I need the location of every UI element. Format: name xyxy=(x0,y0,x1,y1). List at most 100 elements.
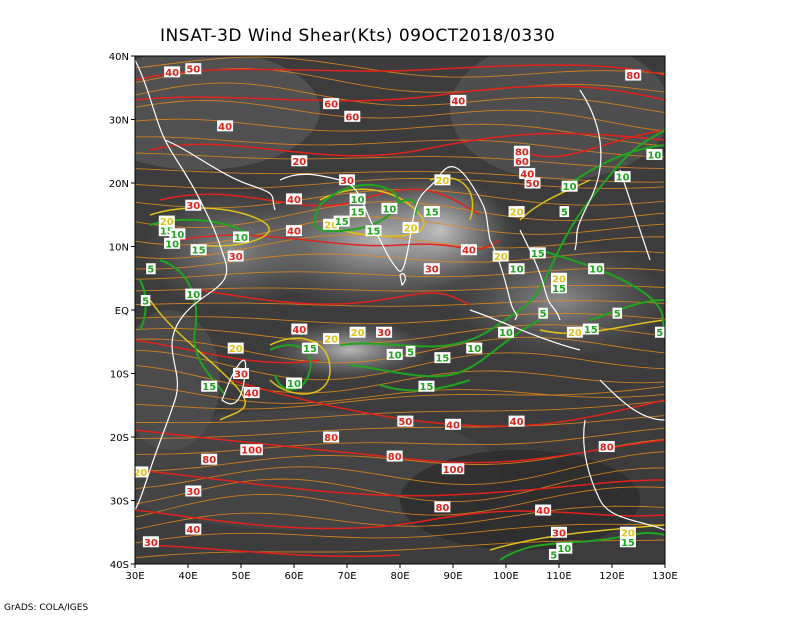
streamline xyxy=(135,384,665,404)
contour-label-box xyxy=(418,380,435,392)
contour-label: 10 xyxy=(588,263,605,276)
contour-label-box xyxy=(492,250,509,262)
contour-label-box xyxy=(286,377,302,389)
contour-label: 40 xyxy=(519,167,536,180)
contour-label-text: 60 xyxy=(345,112,359,123)
contour-label-box xyxy=(625,69,642,81)
contour-label: 50 xyxy=(524,177,541,190)
lon-tick-label: 120E xyxy=(599,571,624,582)
contour-label-text: 80 xyxy=(324,433,338,444)
contour-label-text: 20 xyxy=(621,528,635,539)
contour-label-text: 40 xyxy=(451,96,465,107)
contour-label: 30 xyxy=(227,250,244,263)
contour-label-box xyxy=(551,282,567,294)
contour-label-box xyxy=(146,263,156,275)
contour-label: 80 xyxy=(513,145,530,158)
streamline xyxy=(135,400,665,424)
lat-tick-label: EQ xyxy=(115,306,129,317)
contour-label-text: 10 xyxy=(563,182,577,193)
contour-label: 15 xyxy=(201,380,218,393)
contour-label-text: 20 xyxy=(292,157,306,168)
streamline xyxy=(135,385,665,410)
contour-label-text: 50 xyxy=(186,65,200,76)
contour-label: 15 xyxy=(551,282,567,295)
contour-label-text: 40 xyxy=(287,195,301,206)
contour-label-box xyxy=(381,202,398,214)
contour-label-box xyxy=(227,342,244,354)
streamline xyxy=(135,505,665,530)
contour-label-box xyxy=(423,263,440,275)
contour-label-text: 5 xyxy=(142,296,149,307)
contour-label: 30 xyxy=(339,174,355,187)
contour-label: 10 xyxy=(561,180,578,193)
contour-label: 80 xyxy=(598,441,615,454)
contour-label: 5 xyxy=(612,307,623,320)
contour-label-text: 40 xyxy=(218,122,232,133)
contour-label-text: 15 xyxy=(621,538,635,549)
contour-label-text: 30 xyxy=(229,252,243,263)
contour-label-text: 10 xyxy=(382,204,396,215)
lat-tick-label: 40N xyxy=(109,52,129,63)
contour-label: 20 xyxy=(619,526,636,539)
longitude-axis: 30E 40E 50E 60E 70E 80E 90E 100E 110E 120E 130E xyxy=(125,564,678,582)
contour-label-box xyxy=(140,294,151,306)
contour-label-box xyxy=(190,244,207,256)
contour-label-text: 15 xyxy=(351,208,365,219)
contour-label-text: 40 xyxy=(165,68,179,79)
contour-label: 5 xyxy=(140,294,151,307)
contour-label-text: 30 xyxy=(425,265,439,276)
contour-label-text: 20 xyxy=(133,468,147,479)
contour-label-box xyxy=(566,326,583,338)
contour-label: 30 xyxy=(233,368,249,381)
lat-tick-label: 30N xyxy=(109,116,129,127)
contour-label-text: 10 xyxy=(589,265,603,276)
contour-label-text: 15 xyxy=(584,325,598,336)
contour-label: 30 xyxy=(142,536,159,549)
contour-label-box xyxy=(646,148,663,160)
contour-label-box xyxy=(405,345,416,357)
streamline xyxy=(135,100,665,132)
contour-label: 20 xyxy=(434,174,451,187)
contour-label: 15 xyxy=(418,380,435,393)
contour-label-text: 50 xyxy=(398,417,412,428)
contour-label: 100 xyxy=(441,463,465,476)
contour-label: 15 xyxy=(529,247,546,260)
contour-label-text: 15 xyxy=(202,382,216,393)
contour-label-text: 10 xyxy=(287,379,301,390)
streamline xyxy=(135,216,665,246)
contour-label-box xyxy=(142,536,159,548)
contour-label-text: 20 xyxy=(351,328,365,339)
contour-label: 30 xyxy=(185,485,202,498)
contour-label: 5 xyxy=(538,307,548,320)
contour-label: 80 xyxy=(323,431,340,444)
contour-label-box xyxy=(561,180,578,192)
contour-label-box xyxy=(434,352,451,364)
contour-label-box xyxy=(349,206,366,218)
contour-label-box xyxy=(402,221,419,233)
contour-label-text: 5 xyxy=(550,550,557,561)
contour-label-text: 10 xyxy=(165,239,179,250)
contour-label-text: 30 xyxy=(377,328,391,339)
contour-label-box xyxy=(185,523,202,535)
contour-label: 5 xyxy=(654,326,665,339)
contour-label: 60 xyxy=(513,155,530,168)
contour-label-text: 20 xyxy=(229,344,243,355)
lat-tick-label: 30S xyxy=(110,497,129,508)
contour-label: 60 xyxy=(344,110,361,123)
contour-label-box xyxy=(466,342,483,354)
lon-tick-label: 110E xyxy=(546,571,571,582)
contour-label-text: 10 xyxy=(616,173,630,184)
contour-label-box xyxy=(169,228,186,240)
contour-label-text: 30 xyxy=(234,370,248,381)
contour-label: 40 xyxy=(460,244,477,257)
contour-label-box xyxy=(323,218,340,230)
contour-label-text: 10 xyxy=(351,195,365,206)
contour-label: 10 xyxy=(466,342,483,355)
contour-label-box xyxy=(339,174,355,186)
contour-label-box xyxy=(582,323,599,335)
lat-tick-label: 10N xyxy=(109,243,129,254)
contour-label: 30 xyxy=(423,263,440,276)
contour-label-box xyxy=(386,348,403,360)
contour-label: 20 xyxy=(133,466,149,479)
contour-label: 80 xyxy=(386,450,403,463)
